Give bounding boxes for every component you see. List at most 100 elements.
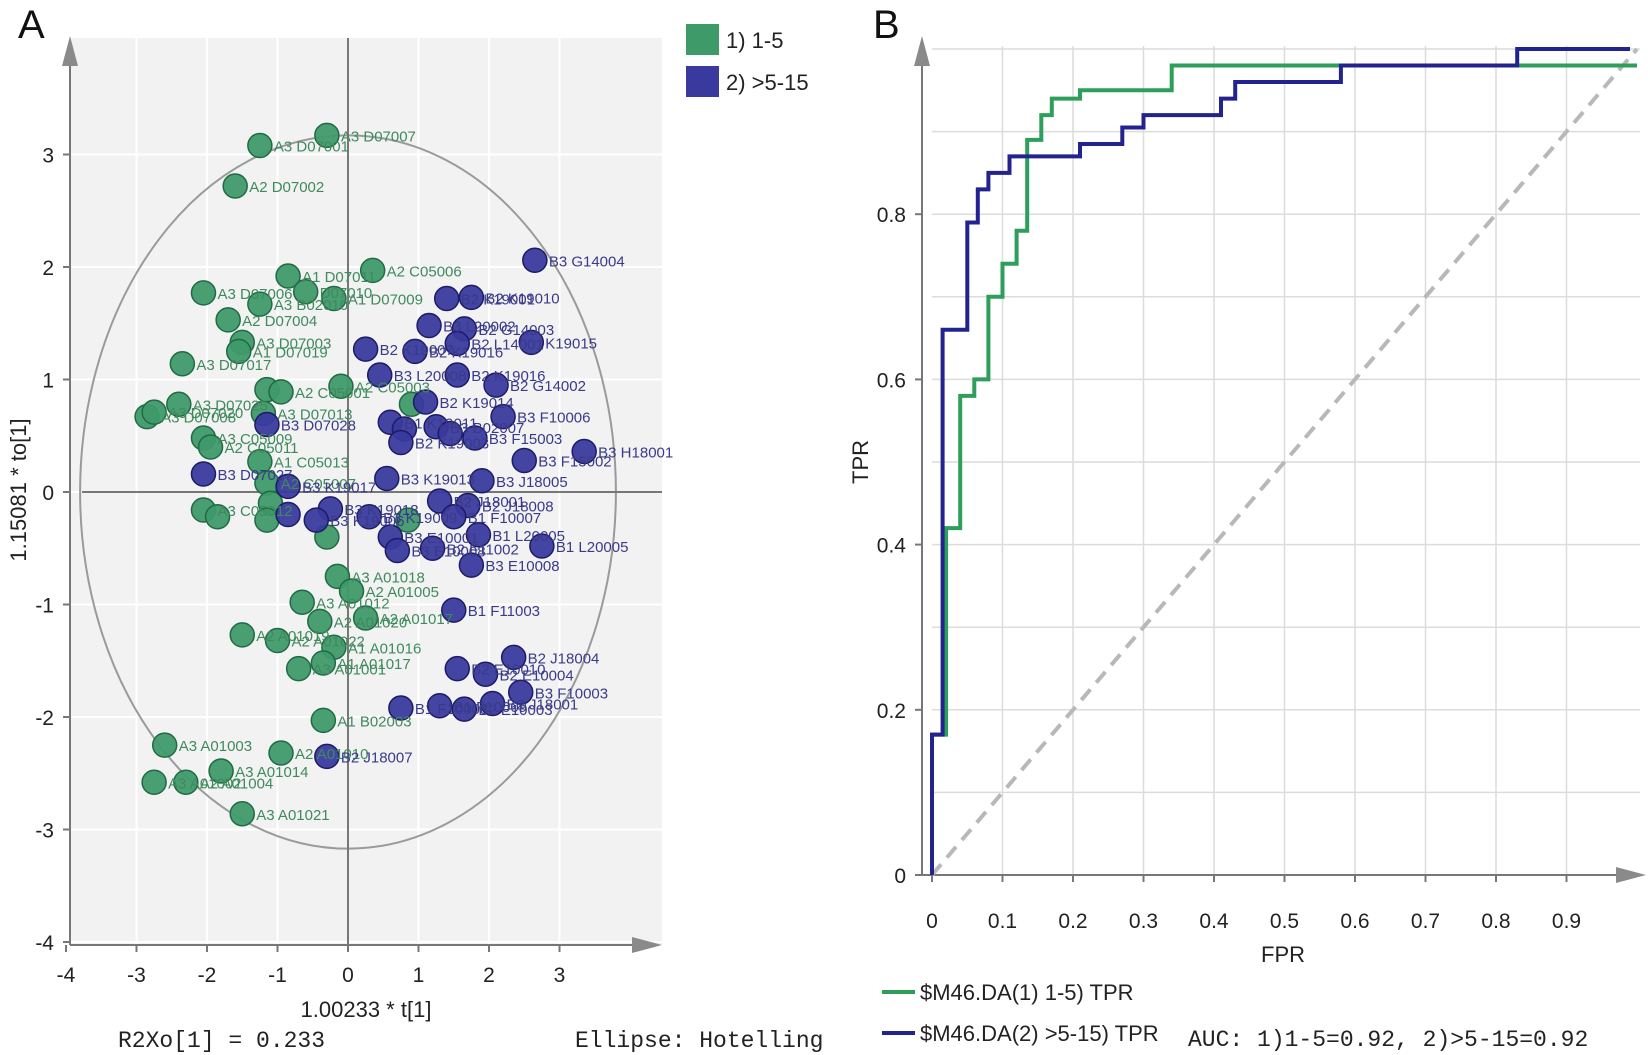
- scatter-x-arrow: [632, 937, 662, 953]
- scatter-point-label-s0-34: A2 A01017: [380, 611, 453, 628]
- scatter-point-s0-8: [247, 291, 273, 317]
- scatter-point-s0-12: [169, 351, 196, 377]
- scatter-point-label-s1-39: B3 E10008: [485, 558, 559, 575]
- scatter-point-s1-42: [444, 655, 471, 682]
- roc-axes: [914, 36, 1646, 883]
- scatter-point-s1-6: [402, 338, 428, 365]
- scatter-y-axis-label: 1.15081 * to[1]: [6, 418, 31, 561]
- scatter-point-label-s1-35: B1 L20005: [492, 528, 565, 545]
- scatter-point-label-s0-35: A2 A01020: [334, 614, 407, 631]
- roc-ytick-label-0: 0: [894, 865, 906, 888]
- scatter-point-s1-2: [458, 284, 485, 311]
- scatter-point-s1-44: [507, 679, 534, 705]
- scatter-point-label-s0-8: A3 B02010: [274, 297, 348, 314]
- scatter-point-s0-0: [314, 122, 340, 149]
- scatter-point-s0-32: [338, 578, 365, 604]
- scatter-point-s0-5: [190, 280, 217, 306]
- roc-ytick-label-4: 0.8: [877, 204, 906, 227]
- scatter-point-label-s1-31: B1 F10007: [468, 510, 541, 527]
- scatter-point-s0-4: [275, 263, 301, 289]
- scatter-point-s1-38: [529, 533, 555, 559]
- roc-legend-label-1-5: $M46.DA(1) 1-5) TPR: [920, 980, 1134, 1005]
- scatter-point-s1-45: [388, 695, 414, 721]
- scatter-xtick-label-2: -2: [198, 964, 217, 987]
- scatter-point-label-s1-5: B2 K19007: [380, 342, 454, 359]
- scatter-point-label-s1-9: B3 L20008: [394, 368, 467, 385]
- scatter-point-s1-39: [458, 552, 485, 578]
- scatter-point-label-s0-18: A3 D07008: [161, 410, 236, 427]
- scatter-point-label-s0-33: A3 A01012: [316, 595, 389, 612]
- scatter-y-arrow: [62, 36, 78, 66]
- scatter-point-s1-7: [444, 330, 471, 357]
- scatter-xtick-label-1: -3: [127, 964, 146, 987]
- scatter-point-s1-26: [469, 468, 495, 494]
- scatter-point-s1-0: [522, 247, 548, 273]
- scatter-point-s0-30: [395, 507, 421, 533]
- scatter-point-s0-45: [173, 769, 199, 795]
- scatter-point-label-s1-18: B3 F15003: [489, 431, 562, 448]
- scatter-point-s1-13: [490, 403, 516, 430]
- scatter-point-label-s0-39: A3 A01001: [313, 662, 386, 679]
- scatter-point-s0-44: [208, 758, 234, 784]
- scatter-xtick-label-6: 2: [483, 964, 495, 987]
- scatter-point-s1-21: [571, 438, 597, 465]
- scatter-point-s1-12: [412, 389, 439, 415]
- scatter-point-label-s1-34: B3 E10001: [404, 530, 478, 547]
- scatter-point-s0-33: [289, 589, 315, 615]
- roc-gridlines: [932, 46, 1640, 875]
- scatter-point-label-s0-13: A2 C05003: [355, 379, 430, 396]
- scatter-point-label-s0-44: A3 A01014: [235, 764, 308, 781]
- scatter-point-s1-20: [511, 447, 537, 474]
- scatter-point-label-s0-24: A2 C05007: [281, 476, 356, 493]
- scatter-point-label-s1-37: B2 F11002: [447, 541, 519, 558]
- scatter-point-s1-10: [444, 362, 471, 388]
- scatter-point-label-s1-29: B3 K19018: [344, 502, 418, 519]
- scatter-point-label-s1-21: B3 H18001: [598, 445, 673, 462]
- scatter-point-label-s1-48: B2 J18001: [507, 697, 579, 714]
- scatter-point-s0-19: [141, 399, 167, 425]
- scatter-point-label-s0-42: A3 A01003: [179, 738, 252, 755]
- scatter-xtick-label-0: -4: [57, 964, 76, 987]
- scatter-point-label-s1-30: B3 K19009: [383, 510, 457, 527]
- scatter-point-label-s0-4: A1 D07011: [302, 269, 376, 286]
- scatter-point-label-s1-16: B3 B02007: [450, 420, 524, 437]
- scatter-xtick-label-5: 1: [413, 964, 425, 987]
- scatter-point-s0-27: [204, 504, 231, 530]
- scatter-point-s0-1: [247, 132, 273, 159]
- scatter-point-s1-19: [388, 429, 414, 456]
- scatter-point-s1-48: [479, 690, 506, 717]
- legend-label-5-15: 2) >5-15: [726, 70, 809, 95]
- legend-swatch-green: [686, 24, 719, 55]
- scatter-point-label-s1-25: B3 K19013: [401, 472, 475, 489]
- scatter-point-label-s0-6: A1 D07009: [348, 292, 423, 309]
- scatter-point-label-s0-12: A3 D07017: [196, 357, 271, 374]
- scatter-point-label-s1-41: B2 J18004: [528, 650, 600, 667]
- scatter-ytick-label-7: 3: [42, 145, 54, 168]
- scatter-point-label-s1-44: B3 F10003: [535, 685, 608, 702]
- scatter-point-s0-17: [166, 391, 192, 417]
- scatter-point-label-s1-1: B2 K19001: [461, 292, 535, 309]
- scatter-ytick-label-2: -2: [35, 707, 54, 730]
- roc-ytick-label-2: 0.4: [877, 535, 907, 558]
- scatter-point-label-s0-7: D07010: [320, 285, 373, 302]
- roc-legend-label-5-15: $M46.DA(2) >5-15) TPR: [920, 1021, 1159, 1046]
- scatter-point-s0-41: [310, 707, 337, 734]
- scatter-point-label-s1-46: B1 F10009: [454, 699, 527, 716]
- scatter-point-s1-23: [190, 461, 217, 487]
- scatter-point-s0-15: [268, 379, 294, 405]
- scatter-point-label-s1-3: B3 L20002: [443, 319, 516, 336]
- scatter-point-label-s1-49: B2 J18007: [341, 749, 413, 766]
- roc-xtick-label-1: 0.1: [988, 910, 1017, 933]
- scatter-point-s0-46: [141, 769, 167, 795]
- scatter-point-label-s0-11: A1 D07019: [253, 344, 328, 361]
- panel-a-label: A: [18, 3, 45, 47]
- scatter-point-label-s0-9: A2 D07004: [242, 313, 317, 330]
- scatter-xtick-label-3: -1: [268, 964, 287, 987]
- scatter-point-s1-9: [366, 362, 393, 388]
- scatter-point-s0-22: [197, 434, 224, 460]
- scatter-point-s1-11: [483, 372, 509, 398]
- scatter-xtick-label-4: 0: [342, 964, 354, 987]
- scatter-ytick-label-1: -3: [35, 820, 54, 843]
- scatter-point-label-s0-46: A3 A01002: [168, 775, 241, 792]
- scatter-point-label-s1-47: B2 E10003: [478, 702, 552, 719]
